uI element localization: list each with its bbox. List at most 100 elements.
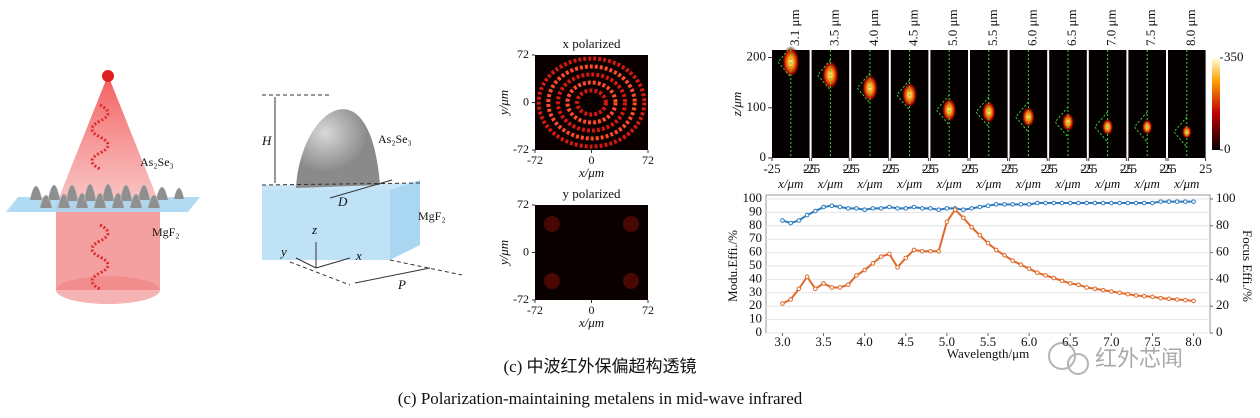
wavelength-label: 7.5 μm: [1143, 9, 1158, 46]
point: [1109, 200, 1114, 206]
point: [1026, 266, 1032, 271]
wavelength-label: 6.5 μm: [1064, 9, 1079, 46]
y-tick-label: 100: [743, 190, 763, 205]
x-tick-label: 25: [843, 161, 856, 176]
point: [887, 251, 892, 257]
label: D: [337, 194, 348, 209]
point: [1018, 202, 1024, 207]
y-tick-label: 72: [517, 47, 529, 61]
point: [780, 301, 785, 306]
point: [1051, 275, 1057, 281]
x-tick-label: 6.0: [1021, 334, 1037, 349]
point: [1133, 200, 1139, 206]
point: [928, 248, 933, 254]
wavelength-label: 8.0 μm: [1183, 9, 1198, 46]
x-tick-label: -25: [763, 161, 780, 176]
y-axis-label: z/μm: [729, 92, 744, 118]
point: [1141, 293, 1147, 299]
unit-cell: H D As₂Se₃ MgF₂ P x y z: [261, 94, 463, 292]
y-tick-label: 40: [749, 270, 762, 285]
point: [1191, 199, 1196, 204]
x-tick-label: -25: [922, 161, 939, 176]
y-tick-label: 70: [749, 230, 762, 245]
wavelength-label: 4.0 μm: [866, 9, 881, 46]
x-tick-label: 25: [1001, 161, 1014, 176]
point: [1133, 293, 1139, 298]
point: [887, 204, 892, 210]
point: [1166, 296, 1172, 302]
point: [1117, 200, 1122, 206]
guide: [1173, 116, 1188, 148]
point: [1002, 252, 1007, 258]
x-axis-label: x/μm: [578, 315, 604, 330]
point: [837, 285, 843, 290]
x-axis-label: x/μm: [856, 176, 882, 191]
wavelength-label: 4.5 μm: [906, 9, 921, 46]
point: [804, 274, 810, 280]
point: [969, 206, 974, 211]
x-tick-label: 25: [1199, 161, 1212, 176]
focal-panels: 3.1 μm-25 25x/μm3.5 μm-25 25x/μm4.0 μm-25 2…: [729, 9, 1244, 191]
x-tick-label: 25: [882, 161, 895, 176]
x-tick-label: 25: [1120, 161, 1133, 176]
x-tick-label: 0: [589, 153, 595, 167]
point: [961, 215, 966, 221]
x-tick-label: -25: [1001, 161, 1018, 176]
x-tick-label: -25: [882, 161, 899, 176]
ring: [536, 56, 647, 149]
x-tick-label: 7.0: [1103, 334, 1119, 349]
point: [1076, 282, 1081, 288]
point: [993, 247, 999, 253]
point: [1100, 200, 1106, 206]
x-axis-label: x/μm: [975, 176, 1001, 191]
point: [969, 224, 974, 230]
x-tick-label: -25: [1080, 161, 1097, 176]
point: [944, 206, 950, 211]
point: [936, 248, 941, 254]
x-axis-label: x/μm: [817, 176, 843, 191]
y2-tick-label: 0: [1216, 324, 1223, 339]
x-tick-label: -72: [527, 303, 543, 317]
caption-zh: (c) 中波红外保偏超构透镜: [503, 357, 696, 376]
y-tick-label: 10: [749, 311, 762, 326]
y-tick-label: 30: [749, 284, 762, 299]
point: [821, 204, 826, 210]
point: [1051, 200, 1057, 206]
y-tick-label: 100: [747, 99, 767, 114]
guide: [935, 94, 950, 126]
point: [1035, 270, 1040, 276]
x-tick-label: 7.5: [1144, 334, 1160, 349]
y-tick-label: 0: [523, 94, 529, 108]
point: [1158, 295, 1163, 301]
x-tick-label: -25: [843, 161, 860, 176]
x-tick-label: 25: [962, 161, 975, 176]
y2-tick-label: 100: [1216, 190, 1236, 205]
point: [870, 261, 876, 266]
point: [878, 254, 884, 259]
point: [813, 208, 818, 214]
point: [821, 281, 826, 286]
point: [862, 267, 867, 273]
x-axis-label: x/μm: [777, 176, 803, 191]
point: [837, 204, 843, 210]
field-image: [535, 55, 648, 150]
x-tick-label: 0: [589, 303, 595, 317]
y-tick-label: 20: [749, 297, 762, 312]
y-axis-label: y/μm: [496, 90, 511, 117]
point: [919, 248, 925, 254]
y-tick-label: 50: [749, 257, 762, 272]
y-tick-label: 72: [517, 197, 529, 211]
point: [1043, 200, 1048, 206]
point: [878, 206, 884, 211]
point: [1043, 273, 1048, 278]
wavelength-label: 5.0 μm: [945, 9, 960, 46]
ring: [546, 64, 637, 141]
point: [845, 206, 851, 211]
point: [1084, 200, 1089, 206]
x-tick-label: 72: [642, 303, 654, 317]
wavelength-label: 5.5 μm: [985, 9, 1000, 46]
x-tick-label: 4.0: [857, 334, 873, 349]
wavelength-label: 3.5 μm: [826, 9, 841, 46]
point: [985, 203, 991, 208]
